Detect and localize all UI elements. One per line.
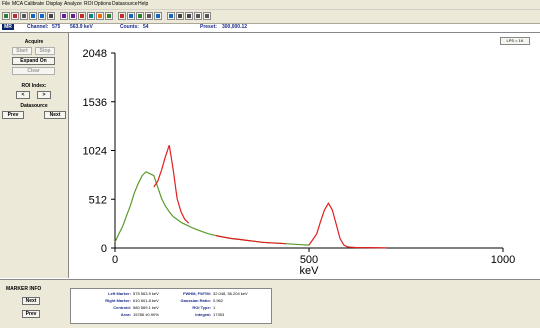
start-icon[interactable]: [2, 12, 10, 20]
menu-datasource[interactable]: Datasource: [112, 1, 138, 7]
clear-icon[interactable]: [20, 12, 28, 20]
menu-options[interactable]: Options: [94, 1, 112, 7]
roi-type-value: 1: [213, 305, 216, 310]
gear-icon[interactable]: [194, 12, 202, 20]
x-tick-label: 0: [112, 254, 118, 266]
integral-label: Integral:: [195, 312, 211, 317]
lin-icon[interactable]: [127, 12, 135, 20]
copy-icon[interactable]: [29, 12, 37, 20]
menu-file[interactable]: File: [2, 1, 11, 7]
roi-next-button[interactable]: >: [37, 91, 51, 99]
roi-type-label: ROI Type:: [192, 305, 211, 310]
toolbar: [0, 10, 540, 24]
next-icon[interactable]: [167, 12, 175, 20]
auto-icon[interactable]: [136, 12, 144, 20]
prev-icon[interactable]: [154, 12, 162, 20]
mode-badge: MR: [2, 24, 14, 30]
gaussian-ratio-value: 0.962: [213, 298, 224, 303]
marker-info-panel: MARKER INFO Next Prev Left Marker: 575 5…: [0, 279, 540, 328]
clear-button[interactable]: Clear: [12, 67, 55, 75]
channel-label: Channel:: [27, 24, 49, 30]
counts-label: Counts:: [120, 24, 139, 30]
spectrum-series-4: [308, 202, 387, 249]
right-marker-label: Right Marker:: [105, 298, 131, 303]
print-icon[interactable]: [47, 12, 55, 20]
integral-value: 17353: [213, 312, 225, 317]
info-icon[interactable]: [176, 12, 184, 20]
log-icon[interactable]: [118, 12, 126, 20]
zoom-out-icon[interactable]: [69, 12, 77, 20]
fit-icon[interactable]: [145, 12, 153, 20]
preset-value: 300,000.12: [222, 24, 248, 30]
control-panel: Acquire Start Stop Expand On Clear ROI I…: [0, 33, 69, 278]
fwhm-label: FWHM, FWTM:: [183, 291, 211, 296]
stop-icon[interactable]: [11, 12, 19, 20]
menu-display[interactable]: Display: [46, 1, 63, 7]
save-icon[interactable]: [38, 12, 46, 20]
roi-index-label: ROI Index:: [21, 83, 47, 89]
spectrum-series-0: [114, 171, 209, 243]
x-axis-label: keV: [300, 265, 320, 277]
menu-bar: File MCA Calibrate Display Analyze ROI O…: [0, 0, 540, 10]
datasource-heading: Datasource: [20, 103, 48, 109]
y-tick-label: 1536: [83, 97, 107, 109]
menu-calibrate[interactable]: Calibrate: [24, 1, 45, 7]
area-value: 15786 ±0.90%: [133, 312, 159, 317]
peak-icon[interactable]: [96, 12, 104, 20]
scale-icon[interactable]: [105, 12, 113, 20]
menu-roi[interactable]: ROI: [84, 1, 93, 7]
marker-info-box: Left Marker: 575 563.9 keV Right Marker:…: [70, 288, 272, 324]
help-icon[interactable]: [185, 12, 193, 20]
roi-icon[interactable]: [78, 12, 86, 20]
menu-help[interactable]: Help: [138, 1, 149, 7]
y-tick-label: 512: [89, 194, 107, 206]
stop-button[interactable]: Stop: [35, 47, 55, 55]
right-marker-value: 610 601.8 keV: [133, 298, 159, 303]
marker-info-title: MARKER INFO: [6, 286, 42, 292]
next-button[interactable]: Next: [44, 111, 66, 119]
marker-next-button[interactable]: Next: [22, 297, 40, 305]
prev-button[interactable]: Prev: [2, 111, 24, 119]
mark-icon[interactable]: [87, 12, 95, 20]
about-icon[interactable]: [203, 12, 211, 20]
menu-mca[interactable]: MCA: [12, 1, 24, 7]
menu-analyze[interactable]: Analyze: [64, 1, 82, 7]
acquire-heading: Acquire: [24, 39, 44, 45]
energy-value: 563.9 keV: [70, 24, 93, 30]
fwhm-value: 32.048, 56.204 keV: [213, 291, 248, 296]
left-marker-label: Left Marker:: [108, 291, 131, 296]
spectrum-chart[interactable]: 0 512 1024 1536 2048 0 500 1000 keV: [70, 33, 540, 278]
preset-label: Preset:: [200, 24, 217, 30]
spectrum-series-1: [153, 145, 190, 224]
y-tick-label: 2048: [83, 48, 107, 60]
spectrum-series-2: [207, 233, 310, 246]
y-tick-label: 1024: [83, 146, 107, 158]
area-label: Area:: [120, 312, 131, 317]
start-button[interactable]: Start: [12, 47, 32, 55]
scale-selector[interactable]: LPS = 1K: [500, 37, 530, 45]
gaussian-ratio-label: Gaussian Ratio:: [180, 298, 211, 303]
expand-button[interactable]: Expand On: [12, 57, 55, 65]
status-bar: MR Channel: 575 563.9 keV Counts: 54 Pre…: [0, 24, 540, 33]
y-tick-label: 0: [101, 243, 107, 255]
spectrum-plot-area: LPS = 1K 0 512 1024 1536 2048 0 500 1000 keV: [70, 33, 540, 278]
left-marker-value: 575 563.9 keV: [133, 291, 159, 296]
spectrum-series-3: [215, 235, 286, 245]
marker-prev-button[interactable]: Prev: [22, 310, 40, 318]
channel-value: 575: [52, 24, 61, 30]
zoom-in-icon[interactable]: [60, 12, 68, 20]
counts-value: 54: [143, 24, 149, 30]
centroid-value: 580 569.1 keV: [133, 305, 159, 310]
x-tick-label: 500: [300, 254, 318, 266]
x-tick-label: 1000: [491, 254, 515, 266]
centroid-label: Centroid:: [113, 305, 131, 310]
roi-prev-button[interactable]: <: [16, 91, 30, 99]
